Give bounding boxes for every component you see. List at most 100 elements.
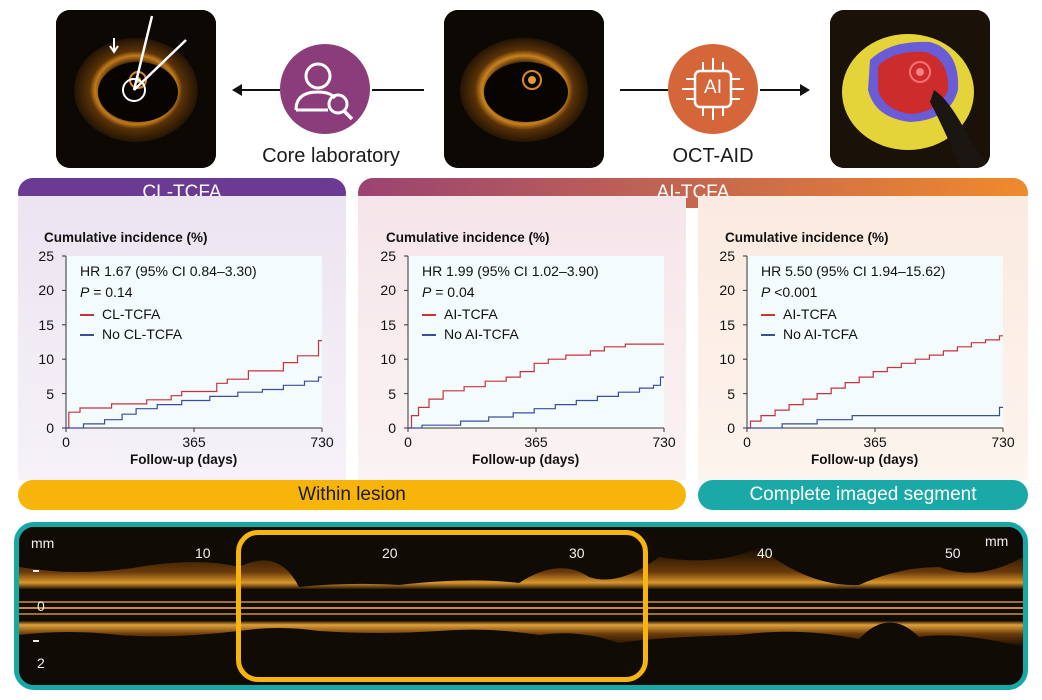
core-laboratory-icon <box>280 44 370 134</box>
y-tick-20: 20 <box>380 282 396 298</box>
y-axis-title: Cumulative incidence (%) <box>44 230 208 245</box>
hr-annotation: HR 5.50 (95% CI 1.94–15.62) <box>761 263 946 279</box>
y-tick-0: 0 <box>727 420 735 436</box>
y-axis-title: Cumulative incidence (%) <box>386 230 550 245</box>
p-value: <0.001 <box>770 284 818 300</box>
y-tick-25: 25 <box>719 248 735 264</box>
legend-swatch-red <box>761 314 775 317</box>
y-tick-20: 20 <box>38 282 54 298</box>
octaid-ai-chip-icon <box>668 44 758 134</box>
oct-image-core-lab <box>56 10 216 168</box>
x-tick-730: 730 <box>310 434 334 450</box>
p-label: P <box>761 284 771 300</box>
y-tick-15: 15 <box>380 317 396 333</box>
x-tick-730: 730 <box>991 434 1015 450</box>
plot-area <box>66 256 322 428</box>
legend-no-cl-tcfa: No CL-TCFA <box>80 326 182 342</box>
x-tick-30: 30 <box>569 545 585 561</box>
ai-chip-label: AI <box>704 77 722 98</box>
y-tick-10: 10 <box>719 351 735 367</box>
y-tick-2: 2 <box>37 655 45 671</box>
y-tick-20: 20 <box>719 282 735 298</box>
y-tick-25: 25 <box>380 248 396 264</box>
legend-label: No CL-TCFA <box>102 326 183 342</box>
y-tick-0: 0 <box>37 598 45 614</box>
y-tick-25: 25 <box>38 248 54 264</box>
series-line-cl-tcfa <box>66 339 322 429</box>
km-plot-ai-tcfa-lesion: Cumulative incidence (%) 25 20 15 10 5 0… <box>380 230 686 470</box>
y-tick-5: 5 <box>388 386 396 402</box>
x-axis-title: Follow-up (days) <box>130 452 238 467</box>
y-tick-5: 5 <box>46 386 54 402</box>
x-tick-365: 365 <box>182 434 206 450</box>
km-plot-cl-tcfa: Cumulative incidence (%) 25 20 15 10 5 0… <box>38 230 344 470</box>
y-tick-0: 0 <box>46 420 54 436</box>
legend-swatch-blue <box>80 334 94 337</box>
legend-no-ai-tcfa: No AI-TCFA <box>422 326 519 342</box>
x-tick-0: 0 <box>404 434 412 450</box>
y-tick-10: 10 <box>380 351 396 367</box>
hr-annotation: HR 1.99 (95% CI 1.02–3.90) <box>422 263 599 279</box>
x-tick-730: 730 <box>652 434 676 450</box>
legend-label: No AI-TCFA <box>444 326 519 342</box>
km-chart-svg <box>743 255 1004 432</box>
km-chart-svg <box>404 255 665 432</box>
legend-label: CL-TCFA <box>102 306 161 322</box>
legend-swatch-blue <box>761 334 775 337</box>
legend-ai-tcfa: AI-TCFA <box>422 306 498 322</box>
left-mm-label: mm <box>31 535 55 551</box>
right-mm-label: mm <box>985 533 1009 549</box>
legend-ai-tcfa: AI-TCFA <box>761 306 837 322</box>
axis-lines <box>746 256 1003 429</box>
axis-lines <box>65 256 322 429</box>
y-tick-0: 0 <box>388 420 396 436</box>
p-value-annotation: P <0.001 <box>761 284 817 300</box>
x-axis-title: Follow-up (days) <box>811 452 919 467</box>
connector-line-core <box>372 89 424 91</box>
hr-annotation: HR 1.67 (95% CI 0.84–3.30) <box>80 263 257 279</box>
legend-label: AI-TCFA <box>783 306 837 322</box>
series-line-ai-tcfa <box>408 343 664 429</box>
y-tick-15: 15 <box>719 317 735 333</box>
x-tick-40: 40 <box>757 545 773 561</box>
y-tick-10: 10 <box>38 351 54 367</box>
core-laboratory-caption: Core laboratory <box>262 145 400 167</box>
km-chart-svg <box>62 255 323 432</box>
x-tick-20: 20 <box>382 545 398 561</box>
legend-cl-tcfa: CL-TCFA <box>80 306 160 322</box>
plot-area <box>747 256 1003 428</box>
legend-label: AI-TCFA <box>444 306 498 322</box>
series-line-no-ai-tcfa <box>408 376 664 429</box>
connector-line-octaid <box>620 89 668 91</box>
legend-swatch-blue <box>422 334 436 337</box>
p-value: = 0.14 <box>89 284 133 300</box>
p-value: = 0.04 <box>431 284 475 300</box>
axis-lines <box>407 256 664 429</box>
p-value-annotation: P = 0.04 <box>422 284 475 300</box>
plot-area <box>408 256 664 428</box>
oct-image-center <box>444 10 604 168</box>
x-tick-365: 365 <box>863 434 887 450</box>
octaid-caption: OCT-AID <box>672 145 754 167</box>
p-label: P <box>80 284 90 300</box>
series-line-no-ai-tcfa <box>747 406 1003 429</box>
arrowhead-left-icon <box>232 84 242 96</box>
y-axis-title: Cumulative incidence (%) <box>725 230 889 245</box>
x-tick-10: 10 <box>195 545 211 561</box>
x-tick-50: 50 <box>945 545 961 561</box>
legend-label: No AI-TCFA <box>783 326 858 342</box>
series-line-ai-tcfa <box>747 335 1003 429</box>
km-plot-ai-tcfa-segment: Cumulative incidence (%) 25 20 15 10 5 0… <box>719 230 1025 470</box>
arrow-to-ai-image <box>760 89 800 91</box>
arrow-to-core-image <box>240 89 280 91</box>
lesion-highlight-box <box>236 530 648 682</box>
p-label: P <box>422 284 432 300</box>
x-tick-0: 0 <box>743 434 751 450</box>
legend-swatch-red <box>80 314 94 317</box>
complete-segment-banner: Complete imaged segment <box>698 480 1028 510</box>
y-tick-15: 15 <box>38 317 54 333</box>
oct-image-ai-segmentation <box>830 10 990 168</box>
legend-swatch-red <box>422 314 436 317</box>
p-value-annotation: P = 0.14 <box>80 284 133 300</box>
series-line-no-cl-tcfa <box>66 376 322 429</box>
